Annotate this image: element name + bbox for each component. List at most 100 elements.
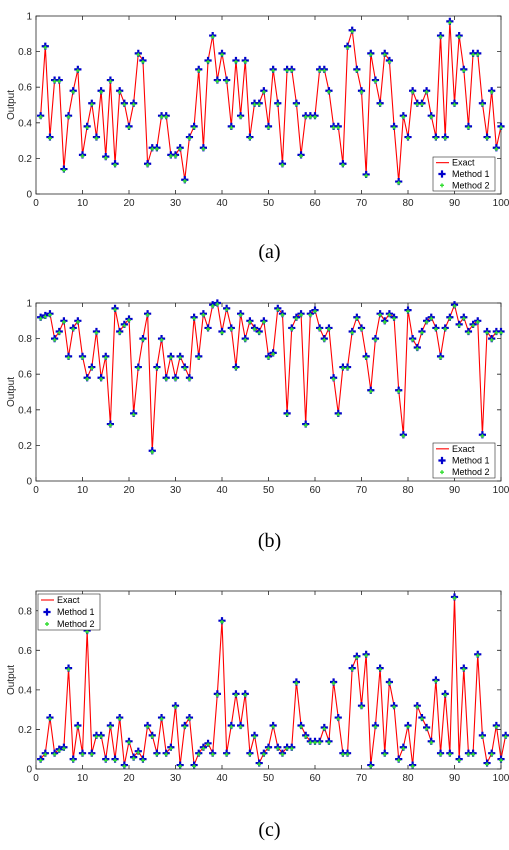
method2-point <box>71 758 76 763</box>
method2-point <box>150 146 155 151</box>
method2-point <box>159 337 164 342</box>
method2-point <box>373 79 378 84</box>
method2-point <box>131 412 136 417</box>
chart-panel-b: 0 10 20 30 40 50 60 70 80 90 100 0 0.2 0.4 0.6 0.8 1 Outp… <box>6 299 509 553</box>
method2-point <box>410 337 415 342</box>
method2-point <box>410 89 415 94</box>
x-tick-label: 50 <box>263 773 275 784</box>
legend-swatch-method1 <box>438 456 446 465</box>
method2-point <box>345 45 350 50</box>
method2-point <box>499 758 503 763</box>
legend-label: Method 1 <box>57 607 95 617</box>
method2-point <box>117 330 122 335</box>
method2-point <box>317 327 322 332</box>
method2-point <box>66 667 71 672</box>
method2-point <box>433 327 438 332</box>
method2-point <box>224 752 229 757</box>
method2-point <box>75 68 80 73</box>
y-tick-label: 0.6 <box>18 370 32 381</box>
method2-point <box>471 52 476 57</box>
method2-point <box>52 752 57 757</box>
method2-point <box>127 125 131 130</box>
method2-point <box>66 355 71 360</box>
method2-point <box>257 330 262 335</box>
method2-point <box>345 752 350 757</box>
method2-point <box>433 679 438 684</box>
method2-point <box>475 320 480 324</box>
legend-label: Method 2 <box>452 467 490 477</box>
x-tick-label: 40 <box>216 198 228 209</box>
method2-point <box>485 330 490 335</box>
method2-point <box>252 327 257 332</box>
x-tick-label: 70 <box>356 485 368 496</box>
method2-point <box>378 102 383 107</box>
method2-point <box>373 724 378 729</box>
method2-point <box>168 746 173 751</box>
method2-point <box>238 312 243 317</box>
method2-point <box>247 752 252 757</box>
y-axis-label: Output <box>6 90 17 120</box>
method2-point <box>210 34 215 39</box>
x-tick-label: 20 <box>123 773 135 784</box>
method2-point <box>108 724 113 729</box>
series-exact-line <box>40 20 502 183</box>
x-tick-label: 0 <box>33 773 39 784</box>
method2-point <box>131 756 136 761</box>
method2-point <box>275 102 280 107</box>
y-tick-label: 0.2 <box>18 441 32 452</box>
method2-point <box>243 337 248 342</box>
method2-point <box>178 355 183 360</box>
method2-point <box>122 102 127 107</box>
method2-point <box>99 376 104 381</box>
method2-point <box>447 316 452 321</box>
method2-point <box>285 412 290 417</box>
y-tick-label: 0.2 <box>18 725 32 736</box>
method2-point <box>85 629 90 634</box>
plot-area <box>35 590 502 770</box>
method2-point <box>43 45 48 50</box>
method2-point <box>457 758 462 763</box>
y-tick-label: 0.6 <box>18 83 32 94</box>
x-tick-label: 50 <box>263 485 275 496</box>
method2-point <box>261 320 266 324</box>
x-tick-label: 40 <box>216 485 228 496</box>
method2-point <box>438 752 443 757</box>
method2-point <box>136 52 141 57</box>
method2-point <box>136 366 141 371</box>
x-tick-label: 20 <box>123 198 135 209</box>
method2-point <box>61 168 66 173</box>
method2-point <box>452 303 457 308</box>
method2-point <box>475 653 480 658</box>
method2-point <box>215 693 220 698</box>
method2-point <box>127 318 131 323</box>
method2-point <box>43 314 48 319</box>
method2-point <box>206 59 211 64</box>
x-tick-label: 30 <box>170 485 182 496</box>
method2-point <box>154 752 159 757</box>
method2-point <box>382 320 387 324</box>
method2-point <box>275 746 280 751</box>
method2-point <box>452 596 457 601</box>
method2-point <box>415 346 420 351</box>
method2-point <box>182 724 187 729</box>
method2-point <box>266 125 271 130</box>
method2-point <box>117 89 122 94</box>
method2-point <box>38 758 43 763</box>
method2-point <box>266 746 271 751</box>
method2-point <box>392 125 397 130</box>
method2-point <box>210 752 215 757</box>
method2-point <box>94 734 99 739</box>
method2-point <box>164 752 169 757</box>
method2-point <box>233 366 238 371</box>
method2-point <box>364 355 369 360</box>
method2-point <box>173 704 178 709</box>
method2-point <box>447 20 452 25</box>
method2-point <box>224 79 229 84</box>
method2-point <box>47 716 52 721</box>
method2-point <box>471 323 476 328</box>
legend-label: Exact <box>57 595 80 605</box>
method2-point <box>457 34 462 39</box>
chart-panel-a: 0 10 20 30 40 50 60 70 80 90 100 0 0.2 0.4 0.6 0.8 1 Outp… <box>6 12 509 264</box>
method2-point <box>313 740 317 745</box>
method2-point <box>461 68 466 73</box>
